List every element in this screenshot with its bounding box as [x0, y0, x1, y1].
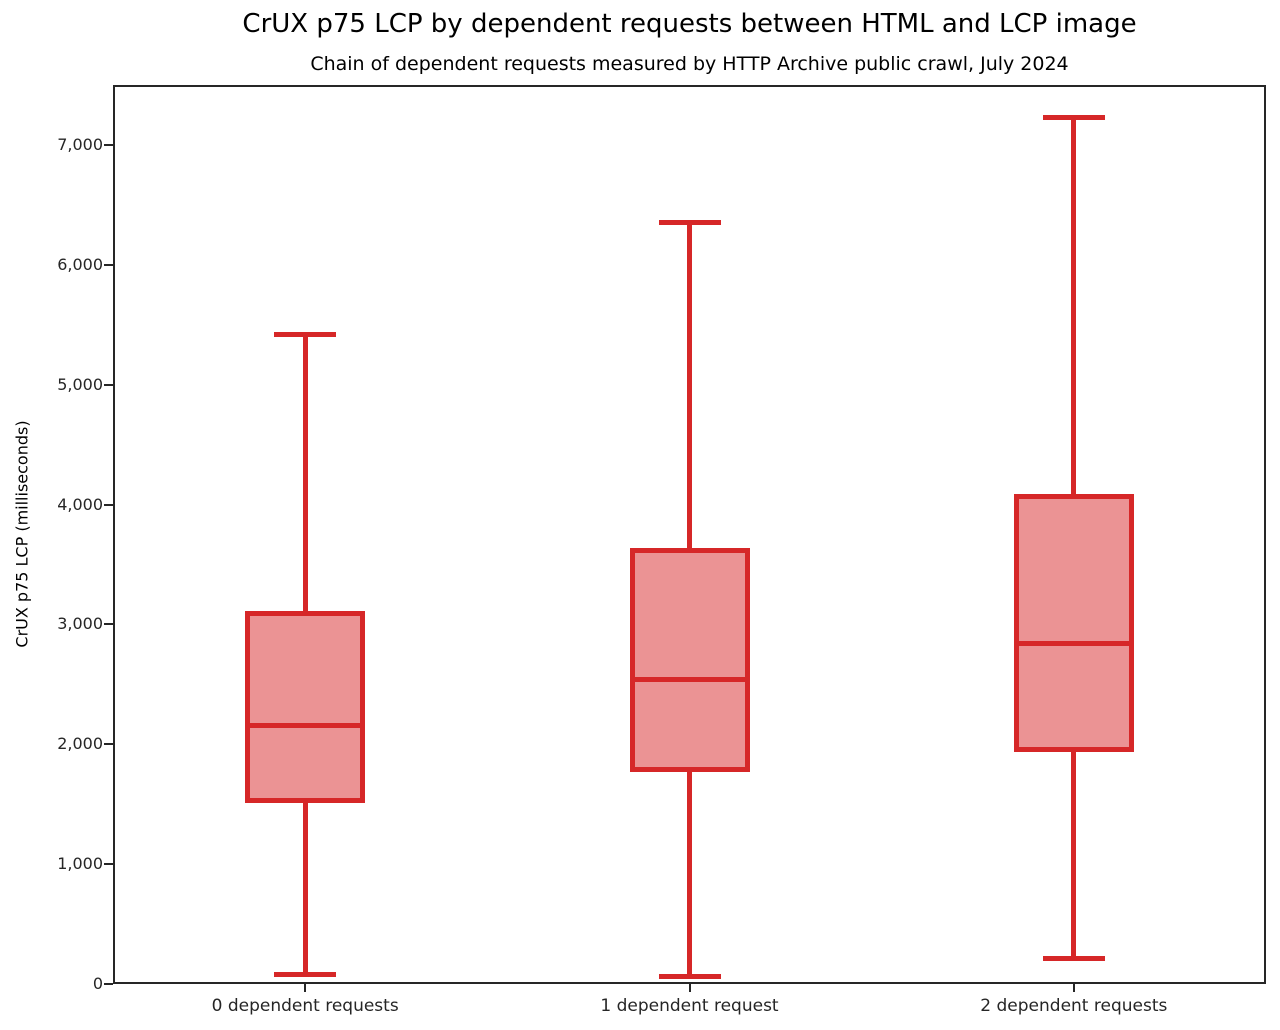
lower-whisker [687, 769, 692, 977]
lower-whisker [302, 800, 308, 975]
y-tick-label: 4,000 [57, 494, 103, 514]
y-tick-mark [104, 383, 113, 386]
median-line [250, 722, 361, 728]
x-tick-label: 0 dependent requests [211, 996, 399, 1016]
x-tick-mark [304, 984, 307, 992]
upper-whisker [1071, 117, 1077, 497]
upper-whisker [302, 334, 308, 614]
y-tick-label: 7,000 [57, 134, 103, 154]
y-tick-label: 2,000 [57, 734, 103, 754]
y-tick-mark [104, 503, 113, 506]
x-tick-mark [688, 984, 691, 992]
chart-subtitle: Chain of dependent requests measured by … [310, 53, 1069, 75]
y-tick-mark [104, 263, 113, 266]
chart-title: CrUX p75 LCP by dependent requests betwe… [242, 9, 1137, 39]
y-tick-mark [104, 743, 113, 746]
y-tick-label: 3,000 [57, 614, 103, 634]
lower-whisker-cap [1042, 955, 1105, 961]
y-tick-mark [104, 983, 113, 985]
upper-whisker-cap [658, 220, 721, 226]
y-tick-mark [104, 623, 113, 626]
lower-whisker-cap [658, 974, 721, 980]
y-tick-label: 0 [92, 974, 103, 993]
x-tick-label: 2 dependent requests [980, 996, 1168, 1016]
iqr-box [629, 548, 750, 772]
x-tick-mark [1072, 984, 1075, 992]
y-tick-mark [104, 143, 113, 146]
lower-whisker [1071, 749, 1077, 959]
median-line [634, 677, 745, 683]
median-line [1018, 641, 1129, 647]
lower-whisker-cap [274, 971, 337, 977]
iqr-box [245, 611, 366, 804]
upper-whisker-cap [274, 331, 337, 337]
x-tick-label: 1 dependent request [600, 996, 779, 1016]
upper-whisker-cap [1042, 114, 1105, 120]
y-tick-mark [104, 863, 113, 866]
y-tick-label: 5,000 [57, 374, 103, 394]
iqr-box [1013, 493, 1134, 753]
y-tick-label: 1,000 [57, 854, 103, 874]
y-tick-label: 6,000 [57, 254, 103, 274]
upper-whisker [687, 222, 692, 551]
